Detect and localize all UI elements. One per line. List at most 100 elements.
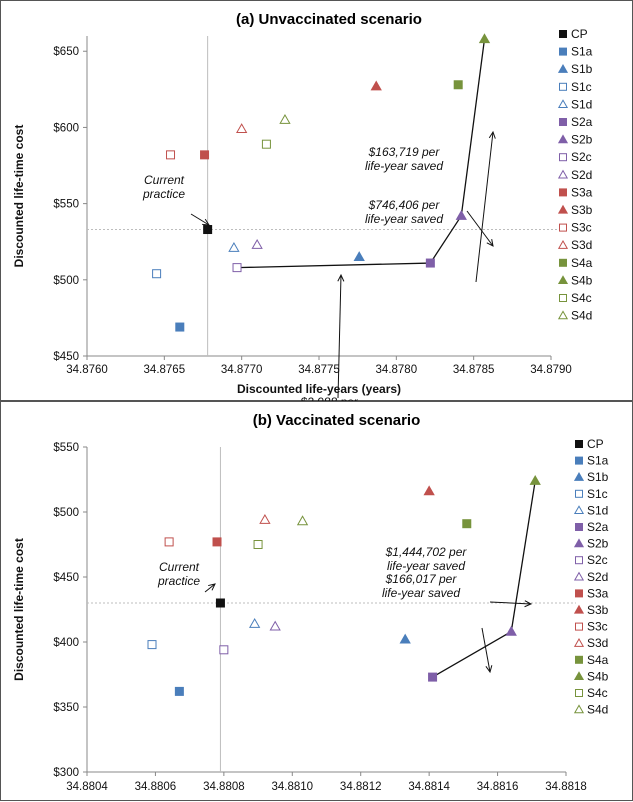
point-s2a xyxy=(425,258,435,268)
legend-marker xyxy=(575,689,583,697)
x-axis-label: Discounted life-years (years) xyxy=(237,382,401,396)
x-tick-label: 34.8790 xyxy=(530,364,572,376)
legend-item-s2a: S2a xyxy=(559,115,593,129)
annotation-arrowhead xyxy=(486,239,494,247)
legend-label: S4d xyxy=(571,309,592,323)
chart-vaccinated: (b) Vaccinated scenario $300 $350 $400 $450 $… xyxy=(12,412,609,802)
legend-item-s3b: S3b xyxy=(573,603,609,617)
point-cp xyxy=(203,225,213,235)
legend-marker xyxy=(573,704,585,714)
legend-label: S1a xyxy=(587,454,609,468)
legend-marker xyxy=(557,275,569,285)
legend-label: S3b xyxy=(571,203,593,217)
point-s4c xyxy=(261,139,271,149)
legend-item-s1c: S1c xyxy=(559,80,592,94)
legend-label: S2c xyxy=(587,553,608,567)
legend-item-s3c: S3c xyxy=(575,620,608,634)
legend-marker xyxy=(559,188,567,197)
x-tick-label: 34.8765 xyxy=(144,364,186,376)
legend-label: S1d xyxy=(587,503,608,517)
legend-label: S1b xyxy=(587,470,609,484)
legend-item-s1d: S1d xyxy=(573,503,608,517)
y-tick-label: $550 xyxy=(53,199,79,211)
x-tick-label: 34.8770 xyxy=(221,364,263,376)
legend-label: S3a xyxy=(571,185,593,199)
point-s3a xyxy=(212,537,222,547)
point-s2b xyxy=(455,210,467,220)
y-tick-label: $300 xyxy=(53,767,79,779)
legend-marker xyxy=(557,239,569,249)
legend-item-s4c: S4c xyxy=(575,686,608,700)
legend-marker xyxy=(575,556,583,565)
y-tick-label: $450 xyxy=(53,572,79,584)
legend-marker xyxy=(557,310,569,320)
panel-unvaccinated: (a) Unvaccinated scenario $450 $500 $550 $60… xyxy=(0,0,633,423)
point-s3b xyxy=(423,485,435,496)
annotation-line: Current xyxy=(159,560,200,574)
point-s3c xyxy=(166,150,176,160)
annotation-arrow xyxy=(337,274,342,399)
legend-label: S4c xyxy=(571,291,592,305)
y-axis-label: Discounted life-time cost xyxy=(12,125,26,268)
legend-marker xyxy=(575,622,583,631)
point-cp xyxy=(215,598,225,608)
legend-label: S3d xyxy=(587,636,608,650)
legend-item-s2c: S2c xyxy=(559,150,592,164)
legend-marker xyxy=(557,63,569,73)
annotation-line: life-year saved xyxy=(365,159,443,173)
legend-item-s3a: S3a xyxy=(575,586,609,600)
legend-label: S2b xyxy=(587,537,609,551)
point-s1c xyxy=(147,640,157,650)
annotation-line: practice xyxy=(157,574,200,588)
legend-label: CP xyxy=(587,437,604,451)
point-s2d xyxy=(251,238,263,249)
annotation-arrow xyxy=(466,210,494,247)
legend-marker xyxy=(573,471,585,481)
legend-item-s1c: S1c xyxy=(575,487,608,501)
annotation-label: Current practice xyxy=(157,560,200,588)
point-s4b xyxy=(529,474,541,485)
legend-marker xyxy=(559,118,567,126)
legend-label: S3d xyxy=(571,238,592,252)
legend-label: S2b xyxy=(571,133,593,147)
legend-marker xyxy=(557,134,569,144)
legend-item-s1b: S1b xyxy=(573,470,609,484)
y-tick-label: $500 xyxy=(53,507,79,519)
legend-marker xyxy=(575,489,583,498)
annotation-label: $163,719 per life-year saved xyxy=(365,145,443,173)
legend-label: CP xyxy=(571,27,588,41)
legend-marker xyxy=(559,153,567,162)
annotation-arrow xyxy=(475,131,494,283)
legend-item-s4d: S4d xyxy=(557,309,592,323)
legend-label: S4b xyxy=(587,669,609,683)
legend-label: S1b xyxy=(571,62,593,76)
legend-item-s1d: S1d xyxy=(557,97,592,111)
legend-label: S4d xyxy=(587,703,608,717)
annotation-label: $1,444,702 per life-year saved xyxy=(385,545,468,573)
annotation-line: $166,017 per xyxy=(385,572,458,586)
annotation-label: Current practice xyxy=(142,173,185,201)
annotation-label: $746,406 per life-year saved xyxy=(365,198,443,226)
legend-marker xyxy=(575,440,583,448)
legend-marker xyxy=(573,604,585,614)
annotation-arrow xyxy=(489,601,532,605)
annotation-line: Current xyxy=(144,173,185,187)
point-s4d xyxy=(296,515,309,526)
efficient-frontier-line xyxy=(237,38,486,269)
legend-marker xyxy=(557,204,569,214)
point-s3b xyxy=(370,80,382,91)
legend-item-s4b: S4b xyxy=(557,273,593,287)
legend-item-s3d: S3d xyxy=(557,238,592,252)
annotation-arrowhead xyxy=(208,583,216,591)
annotation-arrow xyxy=(204,583,216,593)
legend-marker xyxy=(559,82,567,91)
x-tick-label: 34.8775 xyxy=(298,364,340,376)
legend-item-s2c: S2c xyxy=(575,553,608,567)
legend-item-s4d: S4d xyxy=(573,703,608,717)
x-tick-label: 34.8804 xyxy=(66,781,108,793)
legend-marker xyxy=(575,655,583,664)
legend-item-s4a: S4a xyxy=(575,653,609,667)
legend-marker xyxy=(557,99,569,109)
y-tick-label: $500 xyxy=(53,275,79,287)
legend-item-cp: CP xyxy=(559,27,588,41)
